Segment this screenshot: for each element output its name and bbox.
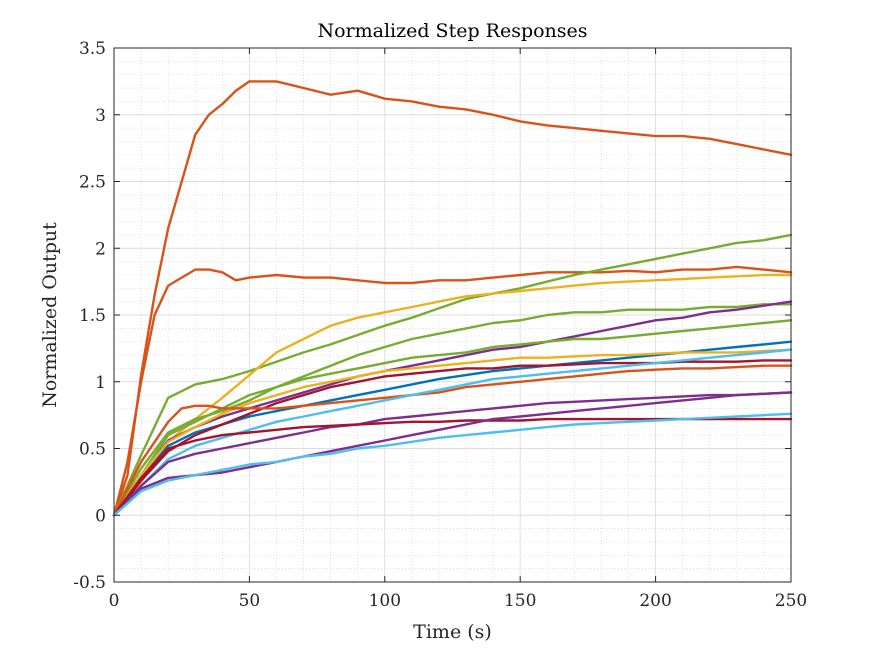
series-line-9 — [112, 348, 793, 517]
series-line-12 — [112, 348, 793, 517]
series-line-4 — [112, 273, 793, 517]
axis-ticks: 0 50 100 150 200 250-0.500.511.522.533.5 — [73, 39, 807, 611]
series-line-15 — [112, 391, 793, 517]
y-tick-label: 2.5 — [79, 173, 106, 193]
y-tick-label: 1 — [95, 373, 106, 393]
y-tick-label: 1.5 — [79, 306, 106, 326]
y-tick-label: 3 — [95, 106, 106, 126]
series-line-11 — [112, 364, 793, 517]
x-tick-label: 150 — [504, 591, 536, 611]
series-line-16 — [112, 412, 793, 517]
x-tick-label: 0 — [109, 591, 120, 611]
y-tick-label: -0.5 — [73, 573, 106, 593]
x-tick-label: 250 — [775, 591, 807, 611]
series-line-13 — [112, 391, 793, 517]
series-line-7 — [112, 319, 793, 517]
series-line-1 — [112, 80, 793, 517]
x-tick-label: 50 — [239, 591, 261, 611]
series-line-2 — [112, 265, 793, 517]
series-lines — [112, 80, 793, 517]
x-axis-label: Time (s) — [413, 621, 492, 643]
y-tick-label: 0.5 — [79, 440, 106, 460]
series-line-6 — [112, 300, 793, 517]
series-line-3 — [112, 233, 793, 517]
x-tick-label: 200 — [639, 591, 671, 611]
y-tick-label: 3.5 — [79, 39, 106, 59]
y-tick-label: 0 — [95, 506, 106, 526]
y-axis-label: Normalized Output — [39, 222, 61, 408]
chart-title: Normalized Step Responses — [317, 20, 587, 42]
x-tick-label: 100 — [369, 591, 401, 611]
y-tick-label: 2 — [95, 239, 106, 259]
